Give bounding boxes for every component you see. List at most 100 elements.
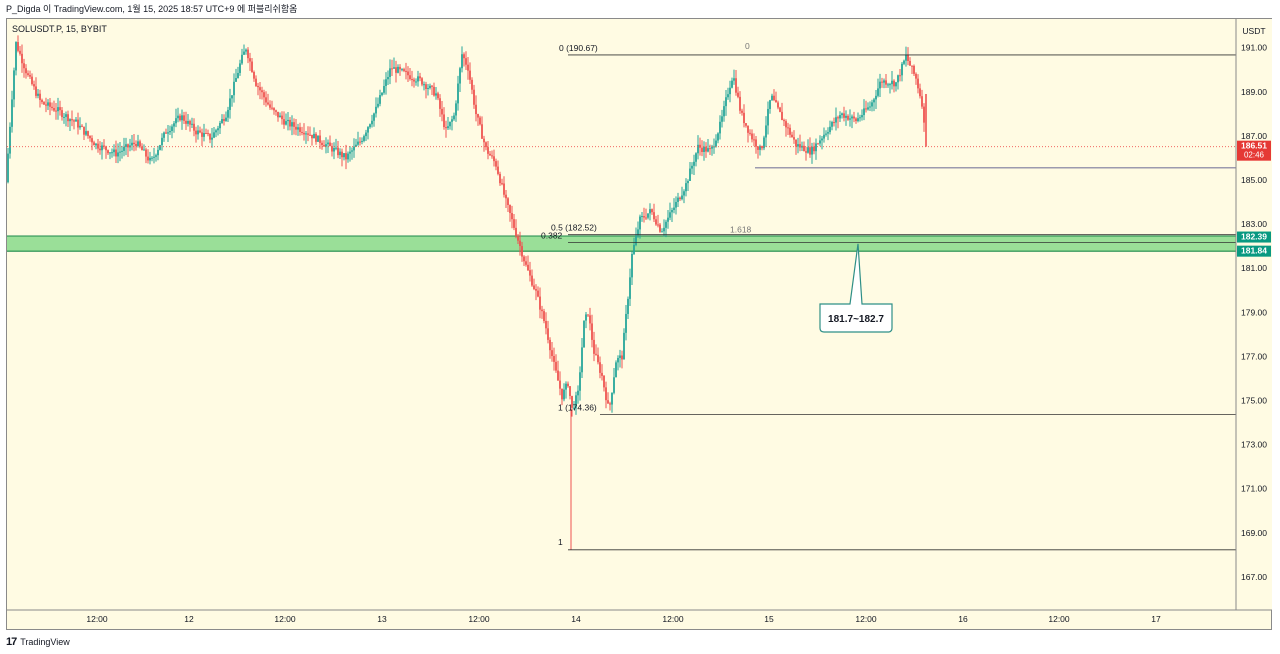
candle-body: [877, 88, 879, 96]
candle-body: [161, 137, 163, 146]
candle-body: [93, 142, 95, 146]
candle-body: [861, 115, 863, 118]
candle-body: [403, 69, 405, 71]
y-tick-label: 181.00: [1241, 263, 1267, 273]
y-tick-label: 189.00: [1241, 87, 1267, 97]
candle-body: [127, 144, 129, 148]
candle-body: [917, 78, 919, 89]
candle-body: [235, 77, 237, 82]
candle-body: [823, 134, 825, 139]
candle-body: [271, 107, 273, 109]
candle-body: [375, 106, 377, 114]
candle-body: [759, 146, 761, 150]
candle-body: [761, 146, 763, 149]
candle-body: [483, 138, 485, 143]
candle-body: [469, 70, 471, 80]
candle-body: [143, 149, 145, 151]
candle-body: [41, 99, 43, 103]
candle-body: [601, 372, 603, 376]
support-zone: [7, 235, 1236, 252]
candle-body: [61, 110, 63, 118]
last-price-value: 186.51: [1241, 141, 1267, 151]
candle-body: [293, 122, 295, 127]
candle-body: [681, 195, 683, 200]
zone-high-tag: [1237, 231, 1271, 243]
candle-body: [537, 290, 539, 297]
candle-body: [689, 168, 691, 181]
candle-body: [855, 118, 857, 122]
candle-body: [49, 102, 51, 107]
y-tick-label: 179.00: [1241, 307, 1267, 317]
y-tick-label: 169.00: [1241, 528, 1267, 538]
candle-body: [547, 328, 549, 340]
candle-body: [159, 145, 161, 150]
candle-body: [725, 97, 727, 107]
candle-body: [799, 144, 801, 148]
fib-level-label: 0.5 (182.52): [551, 223, 597, 233]
price-axis-panel: [1236, 19, 1272, 610]
candle-body: [667, 217, 669, 222]
ext-label-0: 0: [745, 41, 750, 51]
candle-body: [115, 149, 117, 157]
candle-body: [613, 377, 615, 393]
candle-body: [281, 115, 283, 120]
candle-body: [669, 212, 671, 218]
candle-body: [317, 135, 319, 142]
candle-body: [371, 120, 373, 125]
candle-body: [385, 79, 387, 87]
candle-body: [529, 270, 531, 276]
candle-body: [485, 142, 487, 148]
candle-body: [619, 355, 621, 358]
candle-body: [853, 116, 855, 119]
candle-body: [283, 119, 285, 125]
candle-body: [273, 108, 275, 111]
candle-body: [253, 72, 255, 79]
candle-body: [525, 261, 527, 265]
candle-body: [87, 131, 89, 136]
candle-body: [843, 113, 845, 118]
candle-body: [499, 173, 501, 184]
candle-body: [659, 224, 661, 232]
candle-body: [245, 49, 247, 52]
candle-body: [57, 107, 59, 112]
candle-body: [647, 213, 649, 218]
candle-body: [703, 146, 705, 152]
candle-body: [15, 42, 17, 71]
candle-body: [83, 126, 85, 135]
candle-body: [433, 86, 435, 96]
candle-body: [221, 119, 223, 123]
candle-body: [839, 115, 841, 119]
candle-body: [193, 123, 195, 131]
x-tick-label: 13: [377, 614, 387, 624]
candle-body: [119, 151, 121, 153]
candle-body: [765, 125, 767, 138]
y-tick-label: 171.00: [1241, 484, 1267, 494]
candle-body: [325, 144, 327, 147]
candle-body: [797, 144, 799, 147]
candle-body: [527, 264, 529, 271]
candle-body: [889, 84, 891, 86]
candle-body: [409, 75, 411, 80]
candle-body: [519, 240, 521, 247]
candle-body: [389, 68, 391, 78]
candle-body: [691, 165, 693, 169]
candle-body: [859, 117, 861, 119]
candle-body: [873, 99, 875, 103]
candle-body: [709, 148, 711, 150]
candle-body: [353, 146, 355, 151]
candle-body: [923, 106, 925, 123]
ext-label-1618: 1.618: [730, 225, 752, 235]
x-tick-label: 12: [184, 614, 194, 624]
candle-body: [427, 88, 429, 90]
candle-body: [555, 361, 557, 371]
candle-body: [357, 141, 359, 145]
candle-body: [869, 106, 871, 108]
candle-body: [539, 296, 541, 310]
candle-body: [319, 135, 321, 143]
candle-body: [337, 147, 339, 156]
candle-body: [261, 90, 263, 93]
candle-body: [397, 66, 399, 73]
candle-body: [751, 133, 753, 140]
chart-area[interactable]: [6, 18, 1272, 630]
